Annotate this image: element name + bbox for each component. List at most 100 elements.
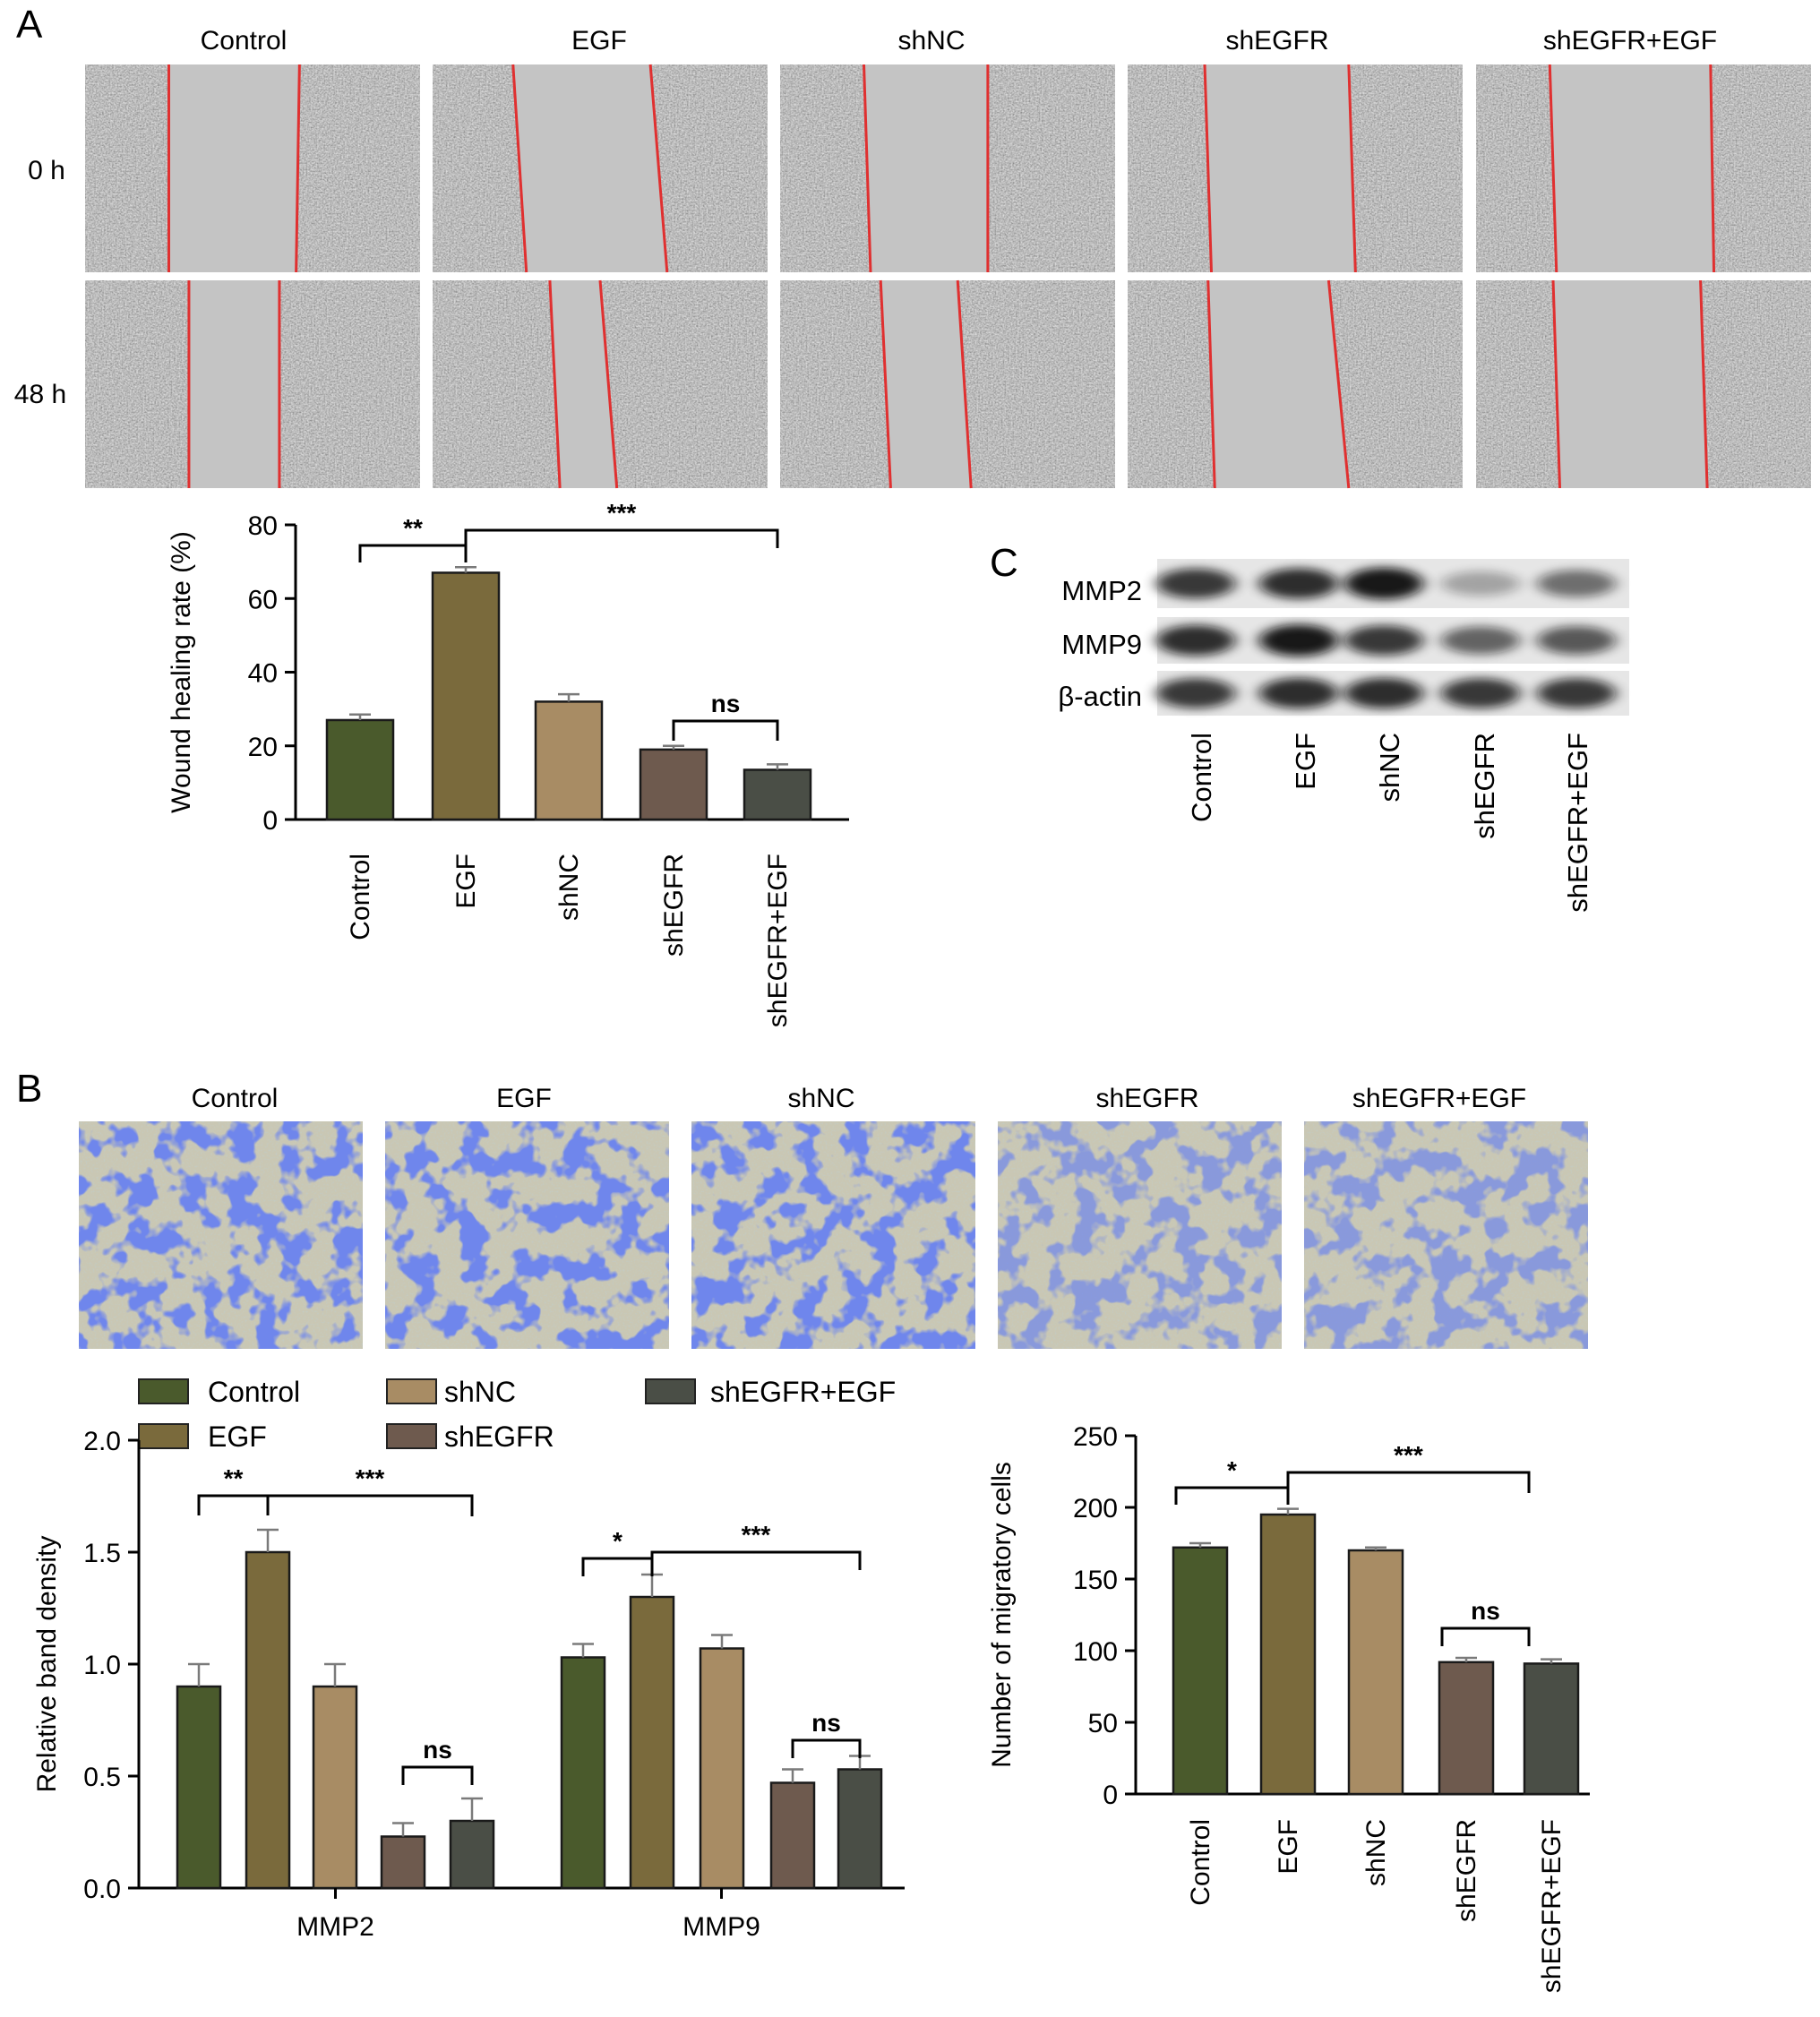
legend-swatch bbox=[386, 1378, 437, 1404]
transwell-tile bbox=[691, 1121, 975, 1349]
x-tick-label: EGF bbox=[451, 854, 481, 909]
chart-wound-healing: 0 20 40 60 80 Wound healing rate (%) Control EG… bbox=[167, 499, 849, 1027]
bar bbox=[1172, 1546, 1229, 1796]
panel-b-col-label: shEGFR bbox=[1095, 1084, 1198, 1113]
y-tick-label: 250 bbox=[1073, 1422, 1118, 1452]
panel-b-col-label: Control bbox=[192, 1084, 279, 1113]
x-tick-label: shEGFR bbox=[1452, 1819, 1481, 1922]
significance-bracket bbox=[268, 1494, 474, 1516]
bar bbox=[245, 1550, 291, 1890]
wound-area bbox=[880, 280, 972, 488]
wound-edge-line bbox=[956, 279, 973, 489]
x-tick-label: shEGFR+EGF bbox=[763, 854, 793, 1027]
significance-label: * bbox=[613, 1527, 622, 1555]
significance-bracket bbox=[197, 1494, 270, 1515]
legend-label: EGF bbox=[208, 1420, 267, 1453]
panel-letter-a: A bbox=[16, 3, 43, 47]
panel-b-col-label: EGF bbox=[496, 1084, 552, 1113]
significance-bracket bbox=[672, 719, 779, 741]
blot-band-label: MMP2 bbox=[1061, 575, 1142, 606]
blot-lane-label: Control bbox=[1186, 733, 1217, 822]
x-tick-label: shEGFR+EGF bbox=[1537, 1819, 1567, 1993]
blot-band bbox=[1259, 624, 1338, 657]
y-tick-label: 0 bbox=[1103, 1781, 1118, 1810]
significance-label: ns bbox=[423, 1736, 452, 1764]
significance-label: ** bbox=[403, 514, 423, 542]
bar bbox=[1259, 1513, 1317, 1796]
micrograph-tile bbox=[1128, 64, 1463, 273]
legend-label: shNC bbox=[444, 1376, 516, 1408]
x-tick-label: MMP9 bbox=[682, 1912, 760, 1942]
significance-label: ** bbox=[224, 1464, 244, 1492]
x-tick-label: Control bbox=[346, 854, 375, 940]
y-tick-label: 2.0 bbox=[83, 1427, 121, 1456]
wound-edge-line bbox=[879, 279, 892, 489]
wound-area bbox=[1553, 280, 1708, 488]
legend-swatch bbox=[645, 1378, 696, 1404]
wound-edge-line bbox=[1548, 64, 1558, 273]
micrograph-tile bbox=[433, 279, 768, 489]
micrograph-tile bbox=[780, 279, 1115, 489]
blot-band bbox=[1156, 678, 1235, 708]
transwell-tile bbox=[1304, 1121, 1588, 1349]
micrograph-tile bbox=[1476, 279, 1811, 489]
bar bbox=[699, 1647, 745, 1890]
blot-lane-label: shEGFR bbox=[1469, 733, 1500, 839]
panel-a-col-label: shEGFR bbox=[1225, 26, 1328, 56]
y-axis-label: Number of migratory cells bbox=[987, 1462, 1017, 1768]
y-tick-label: 0.5 bbox=[83, 1763, 121, 1792]
wound-edge-line bbox=[1326, 279, 1351, 489]
wound-edge-line bbox=[1206, 279, 1216, 489]
bar bbox=[743, 768, 812, 821]
panel-a-col-label: EGF bbox=[571, 26, 627, 56]
y-tick-label: 1.0 bbox=[83, 1651, 121, 1680]
bar bbox=[560, 1656, 606, 1890]
significance-bracket bbox=[650, 1550, 862, 1570]
significance-label: *** bbox=[607, 499, 637, 527]
y-tick-label: 40 bbox=[248, 659, 278, 689]
stained-cells bbox=[79, 1121, 363, 1349]
wound-area bbox=[1550, 64, 1714, 272]
micrograph-tile bbox=[85, 64, 420, 273]
y-tick-label: 0 bbox=[262, 806, 278, 836]
bar bbox=[1347, 1549, 1404, 1796]
blot-band-label: β-actin bbox=[1058, 681, 1142, 712]
significance-bracket bbox=[358, 544, 468, 562]
stained-cells bbox=[385, 1121, 669, 1349]
wound-edge-line bbox=[598, 279, 619, 489]
wound-area bbox=[863, 64, 988, 272]
micrograph-tile bbox=[85, 280, 420, 488]
significance-label: *** bbox=[742, 1521, 771, 1549]
blot-lane-label: shEGFR+EGF bbox=[1562, 733, 1593, 913]
significance-label: ns bbox=[811, 1709, 841, 1737]
significance-label: *** bbox=[356, 1464, 385, 1492]
blot-band bbox=[1441, 626, 1520, 655]
significance-label: ns bbox=[1471, 1597, 1500, 1625]
significance-bracket bbox=[1286, 1471, 1531, 1493]
wound-area bbox=[549, 280, 617, 488]
blot-band bbox=[1537, 626, 1616, 655]
legend-label: shEGFR+EGF bbox=[710, 1376, 896, 1408]
wound-area bbox=[512, 64, 667, 272]
wound-edge-line bbox=[863, 64, 872, 273]
significance-label: ns bbox=[711, 690, 741, 717]
blot-strips bbox=[1156, 559, 1629, 716]
significance-bracket bbox=[1174, 1486, 1290, 1505]
panel-a-col-label: shNC bbox=[897, 26, 965, 56]
legend-swatch bbox=[138, 1423, 189, 1449]
wound-area bbox=[1205, 64, 1356, 272]
bar bbox=[629, 1595, 675, 1890]
wound-edge-line bbox=[1709, 64, 1716, 273]
bar bbox=[639, 748, 708, 821]
bar bbox=[449, 1819, 495, 1890]
panel-a-row-label: 48 h bbox=[14, 380, 66, 409]
wound-edge-line bbox=[1551, 279, 1561, 489]
bar bbox=[176, 1685, 222, 1890]
legend-label: shEGFR bbox=[444, 1420, 554, 1453]
blot-band bbox=[1441, 571, 1520, 597]
x-tick-label: Control bbox=[1186, 1819, 1215, 1906]
bar bbox=[534, 700, 604, 821]
bar bbox=[769, 1781, 816, 1890]
y-tick-label: 100 bbox=[1073, 1637, 1118, 1667]
bar bbox=[312, 1685, 358, 1890]
